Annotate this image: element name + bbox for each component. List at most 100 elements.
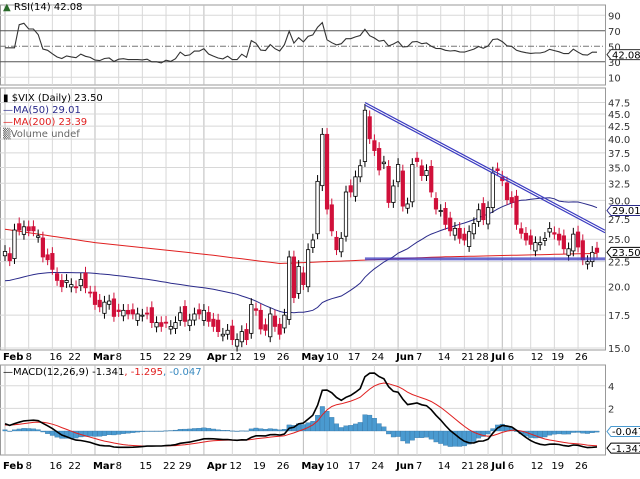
candle-icon: ▮ [3,93,9,104]
x-tick-label: 28 [476,352,489,363]
x-tick-label: 21 [461,352,474,363]
candle-body [230,325,235,341]
candle-body [476,209,481,222]
macd-histogram-bar [210,428,216,432]
price-tick-label: 15.0 [608,344,630,355]
candle-body [377,148,382,171]
candle-body [64,280,69,283]
macd-histogram-bar [12,429,17,432]
candle-body [590,251,595,263]
x-tick-label: Mar [93,352,115,363]
price-tick-label: 25.0 [608,235,630,246]
price-tick-label: 30.0 [608,196,630,207]
price-tick-label: 22.5 [608,258,630,269]
macd-histogram-bar [187,428,193,432]
macd-histogram-bar [566,430,572,435]
macd-histogram-bar [424,430,429,438]
x-tick-label: 12 [229,352,242,363]
x-tick-label: Mar [93,461,115,472]
macd-histogram-bar [206,428,212,432]
x-tick-label: Feb [3,461,23,472]
close-value-tag: 23.50 [612,248,640,259]
candle-body [528,235,533,245]
candle-body [519,228,524,234]
x-tick-label: 19 [551,461,564,472]
candle-body [36,235,41,238]
candle-body [83,272,88,289]
macd-histogram-bar [135,430,141,433]
macd-histogram-bar [196,428,202,432]
macd-histogram-bar [343,425,349,432]
price-tick-label: 17.5 [608,311,630,322]
price-tick-label: 35.0 [608,164,630,175]
macd-histogram-bar [338,427,344,432]
candle-body [580,240,585,261]
candle-body [159,322,164,327]
macd-histogram-bar [2,429,8,432]
macd-histogram-bar [92,430,98,437]
x-tick-label: 26 [575,352,588,363]
candle-body [334,236,339,251]
candle-body [50,253,55,270]
candle-body [2,251,8,257]
x-tick-label: 7 [416,352,422,363]
rsi-tick-label: 90 [608,11,621,22]
ma50-value-tag: 29.01 [612,206,640,217]
x-tick-label: May [301,352,324,363]
candle-body [462,233,467,241]
x-tick-label: 8 [26,461,32,472]
candle-body [561,235,566,250]
candle-body [12,229,17,259]
candle-body [594,247,600,253]
x-tick-label: 14 [438,352,451,363]
macd-histogram-bar [376,423,382,432]
macd-histogram-bar [267,428,273,432]
candle-body [358,165,363,178]
candle-body [438,210,443,212]
x-tick-label: Feb [3,352,23,363]
macd-histogram-bar [414,430,420,438]
candle-body [410,164,415,203]
macd-histogram-bar [130,430,136,433]
candle-body [268,313,273,338]
macd-histogram-bar [580,430,586,434]
macd-histogram-bar [357,422,363,432]
macd-histogram-bar [26,428,32,432]
candle-body [495,168,500,171]
candle-body [239,331,244,343]
close-value-tag-box [606,246,640,258]
x-tick-label: 22 [163,352,176,363]
symbol-legend: $VIX (Daily) 23.50 [11,93,103,104]
volume-legend: Volume undef [10,129,80,140]
x-tick-label: Jun [395,461,414,472]
candle-body [182,306,188,322]
x-tick-label: 22 [68,461,81,472]
ma200-line [4,228,598,265]
x-tick-label: 24 [371,461,384,472]
macd-histogram-bar [585,430,590,434]
candle-body [448,217,453,232]
x-tick-label: 19 [253,352,266,363]
macd-histogram-bar [570,430,576,433]
macd-histogram-bar [589,430,595,433]
candle-body [116,309,121,312]
candle-body [566,248,571,256]
candle-body [197,309,202,315]
macd-line [4,372,598,449]
macd-histogram-bar [116,430,122,435]
candle-body [178,312,183,321]
macd-histogram-bar [106,430,112,436]
candle-body [343,191,349,237]
macd-histogram-bar [461,430,467,447]
candle-body [381,161,386,165]
candle-body [69,284,74,288]
candle-body [386,166,391,203]
macd-histogram-bar [258,428,264,432]
candle-body [533,242,538,252]
candle-body [78,278,83,287]
candle-body [538,242,543,246]
macd-histogram-bar [485,430,491,435]
macd-histogram-bar [120,430,126,434]
x-tick-label: 14 [438,461,451,472]
